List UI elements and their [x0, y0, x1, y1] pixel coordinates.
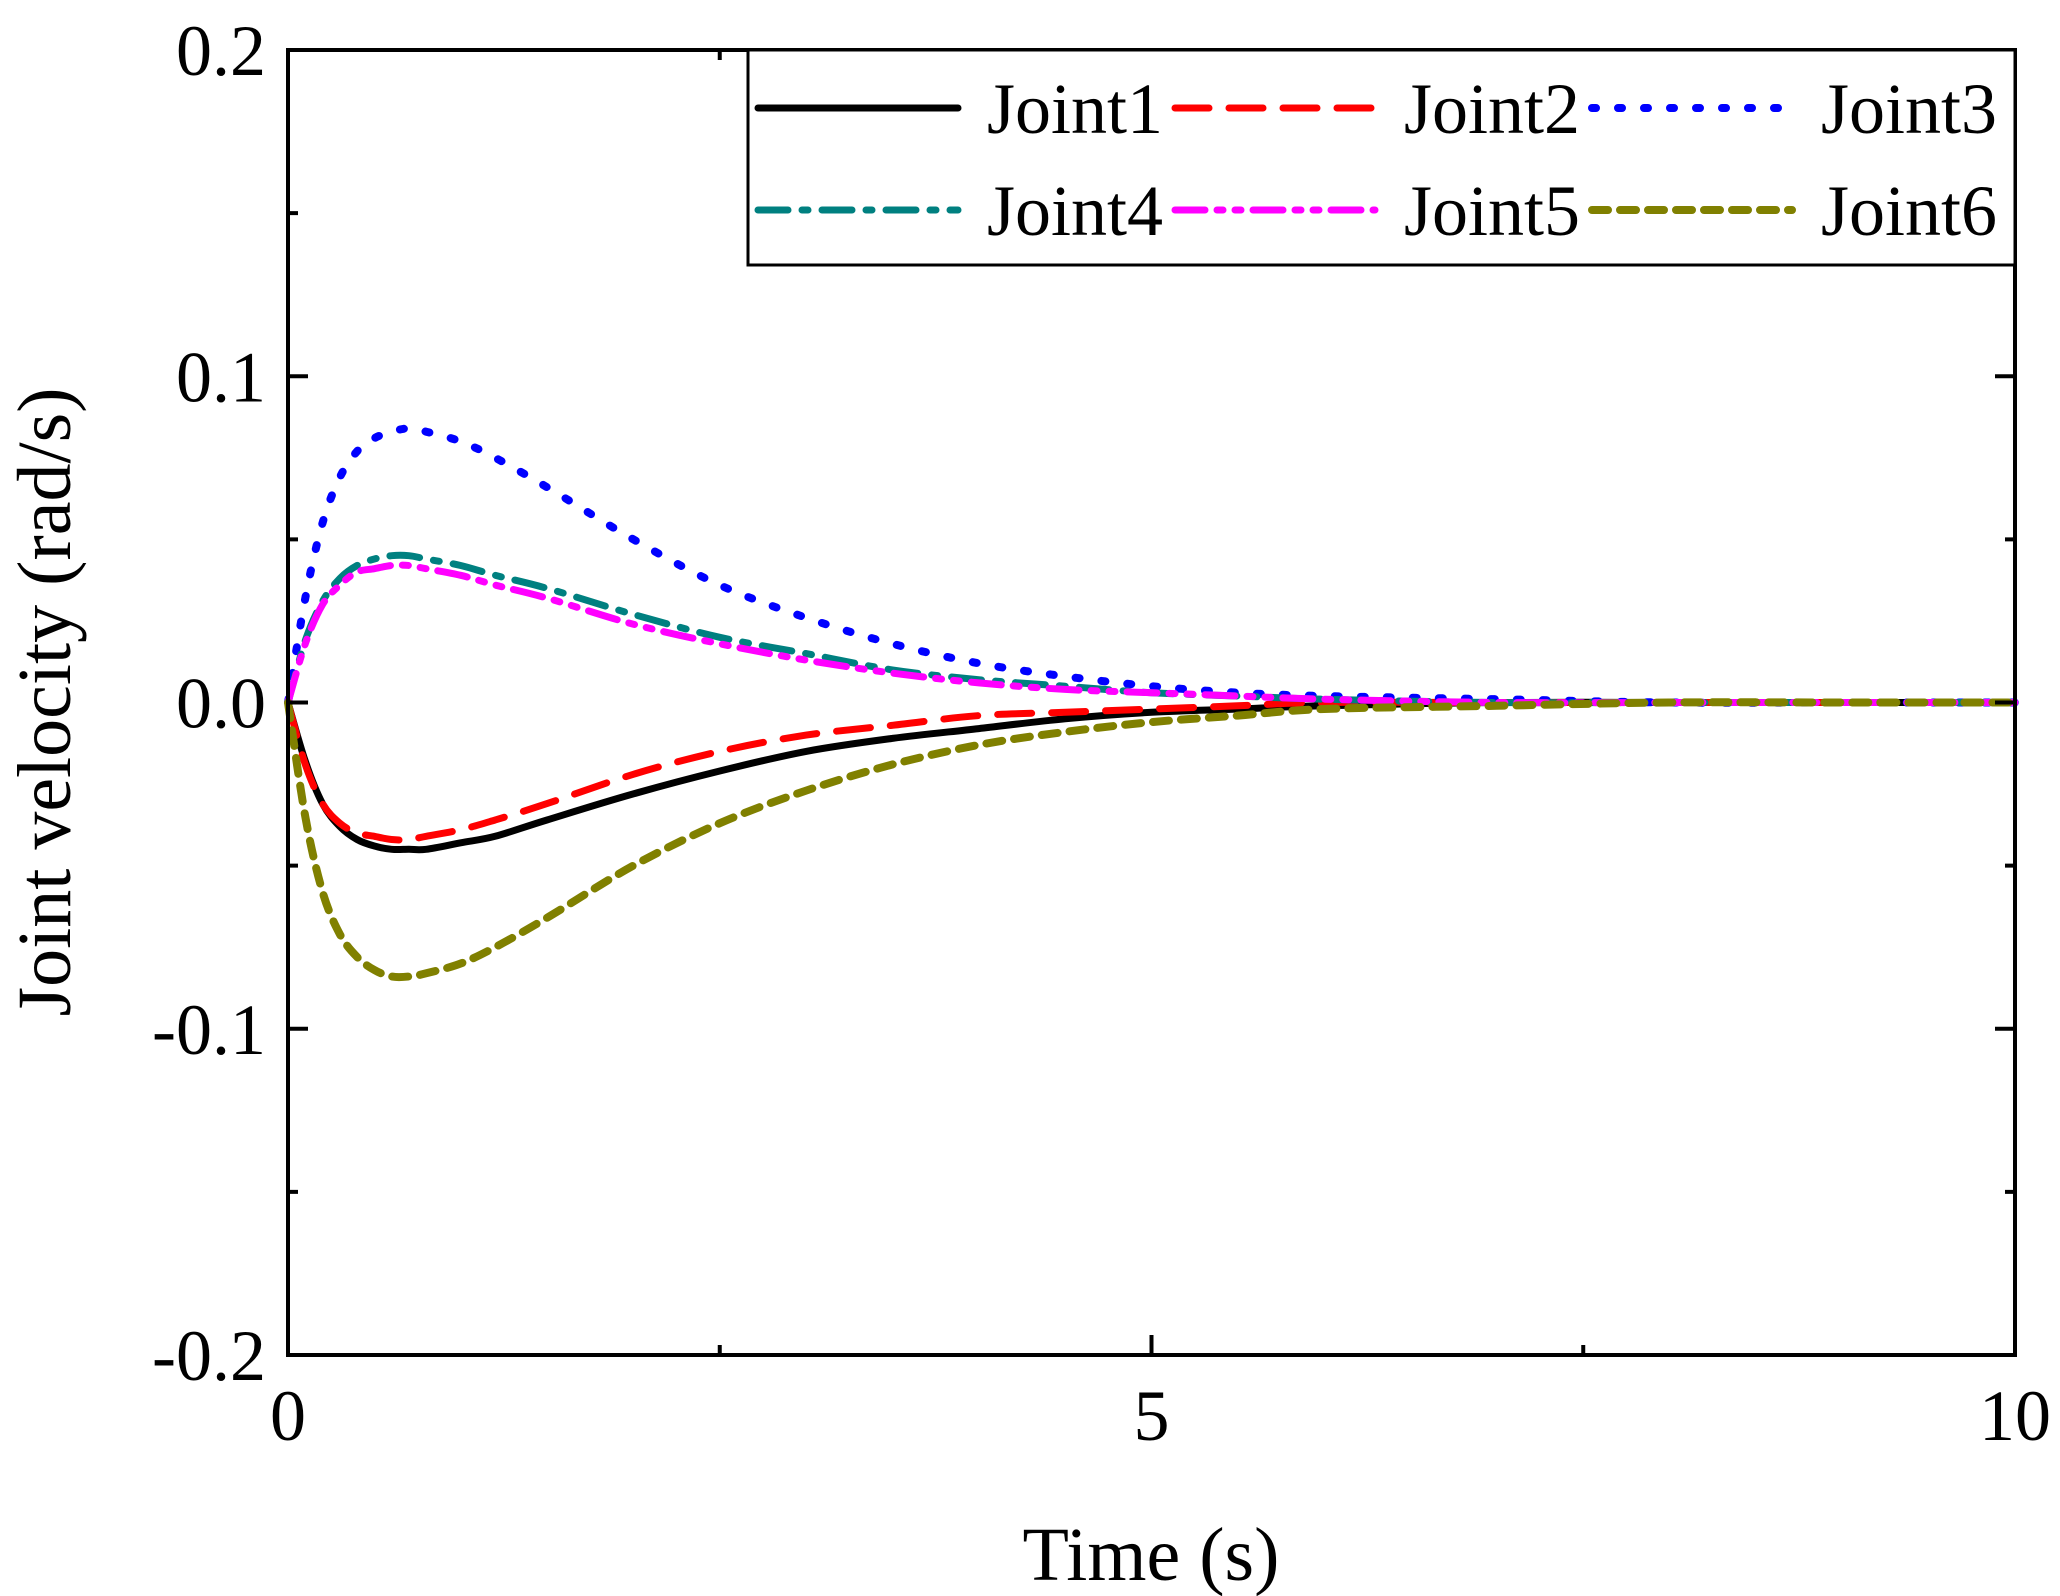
y-tick-label: 0.0	[176, 664, 266, 744]
ticks-layer: 0 5 10 0.2 0.1 0.0 -0.1 -0.2	[152, 11, 2051, 1456]
y-tick-label: 0.2	[176, 11, 266, 91]
series-line-joint5	[284, 561, 2019, 707]
y-tick-label: -0.1	[152, 990, 266, 1070]
series-line-joint6	[284, 698, 2019, 982]
legend-label-joint6: Joint6	[1821, 171, 1997, 251]
series-line-joint4	[284, 551, 2019, 707]
legend-label-joint3: Joint3	[1821, 69, 1997, 149]
legend-label-joint5: Joint5	[1404, 171, 1580, 251]
x-tick-label: 10	[1979, 1376, 2051, 1456]
y-tick-label: 0.1	[176, 337, 266, 417]
x-tick-label: 5	[1134, 1376, 1170, 1456]
legend-label-joint1: Joint1	[987, 69, 1163, 149]
series-layer	[284, 424, 2019, 982]
x-tick-label: 0	[270, 1376, 306, 1456]
legend-label-joint2: Joint2	[1404, 69, 1580, 149]
legend-box	[746, 48, 2017, 267]
legend-label-joint4: Joint4	[987, 171, 1163, 251]
legend: Joint1 Joint2 Joint3 Joint4 Joint5 Joint6	[746, 48, 2017, 267]
y-axis-title: Joint velocity (rad/s)	[3, 388, 87, 1017]
y-tick-label: -0.2	[152, 1316, 266, 1396]
series-line-joint3	[284, 424, 2019, 707]
x-axis-title: Time (s)	[1023, 1513, 1280, 1596]
